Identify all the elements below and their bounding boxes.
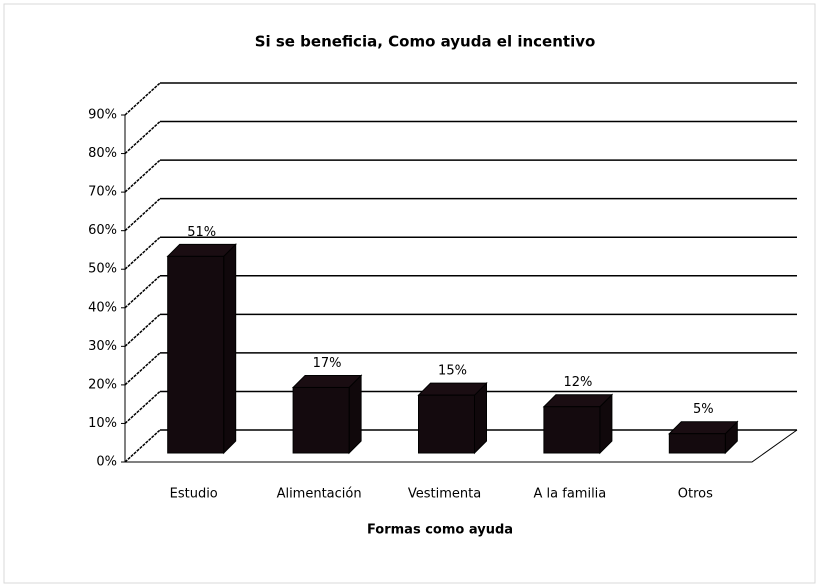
bar-side — [348, 374, 362, 455]
bar — [292, 386, 350, 454]
y-tick-label: 80% — [88, 146, 117, 161]
y-tick-label: 90% — [88, 108, 117, 123]
bar-top — [166, 243, 237, 257]
data-label: 17% — [313, 356, 342, 371]
y-tick-label: 70% — [88, 185, 117, 200]
bar — [668, 433, 726, 454]
x-tick-label: Alimentación — [277, 487, 362, 502]
y-tick-label: 60% — [88, 223, 117, 238]
y-tick-label: 20% — [88, 377, 117, 392]
x-tick-label: Vestimenta — [408, 487, 481, 502]
bar-top — [542, 394, 614, 408]
y-tick-label: 30% — [88, 339, 117, 354]
x-axis-title: Formas como ayuda — [367, 523, 513, 538]
x-tick-label: A la familia — [534, 487, 607, 502]
data-label: 51% — [187, 225, 216, 240]
y-tick-label: 50% — [88, 262, 117, 277]
chart-border — [3, 3, 816, 584]
y-tick-label: 10% — [88, 416, 117, 431]
bar-top — [417, 382, 488, 396]
x-tick-label: Estudio — [170, 487, 218, 502]
y-tick-label: 0% — [96, 455, 117, 470]
bar-top — [291, 374, 363, 388]
y-tick-label: 40% — [88, 300, 117, 315]
floor-edge — [125, 429, 798, 463]
bar-side — [223, 243, 237, 455]
bar — [418, 394, 475, 454]
data-label: 5% — [693, 402, 714, 417]
x-tick-label: Otros — [678, 487, 713, 502]
bar — [543, 406, 601, 454]
data-label: 15% — [438, 364, 467, 379]
bar — [167, 255, 225, 454]
data-label: 12% — [563, 375, 592, 390]
chart-title: Si se beneficia, Como ayuda el incentivo — [255, 33, 596, 51]
bar-top — [668, 421, 739, 435]
